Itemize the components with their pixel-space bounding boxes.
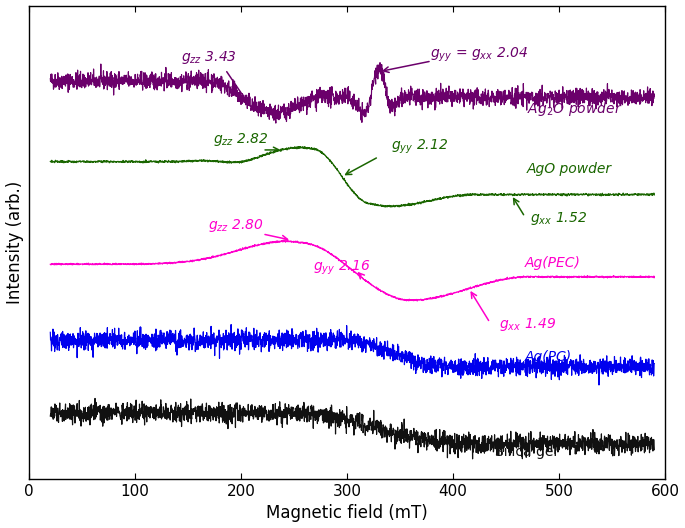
Text: $g_{xx}$ 1.52: $g_{xx}$ 1.52 <box>530 210 588 227</box>
Text: Ag$_2$O powder: Ag$_2$O powder <box>527 100 623 118</box>
Text: $g_{xx}$ 1.49: $g_{xx}$ 1.49 <box>499 316 556 333</box>
Y-axis label: Intensity (arb.): Intensity (arb.) <box>5 181 23 304</box>
Text: $g_{yy}$ = $g_{xx}$ 2.04: $g_{yy}$ = $g_{xx}$ 2.04 <box>430 46 529 64</box>
Text: $g_{zz}$ 3.43: $g_{zz}$ 3.43 <box>182 49 237 66</box>
Text: Ag(PC): Ag(PC) <box>525 351 572 364</box>
Text: $g_{zz}$ 2.80: $g_{zz}$ 2.80 <box>208 217 264 234</box>
Text: $g_{yy}$ 2.16: $g_{yy}$ 2.16 <box>313 259 371 277</box>
Text: $g_{zz}$ 2.82: $g_{zz}$ 2.82 <box>213 131 269 148</box>
Text: Silica gel: Silica gel <box>495 445 558 458</box>
Text: AgO powder: AgO powder <box>527 163 612 176</box>
X-axis label: Magnetic field (mT): Magnetic field (mT) <box>266 504 428 522</box>
Text: $g_{yy}$ 2.12: $g_{yy}$ 2.12 <box>390 138 448 156</box>
Text: Ag(PEC): Ag(PEC) <box>525 257 581 270</box>
